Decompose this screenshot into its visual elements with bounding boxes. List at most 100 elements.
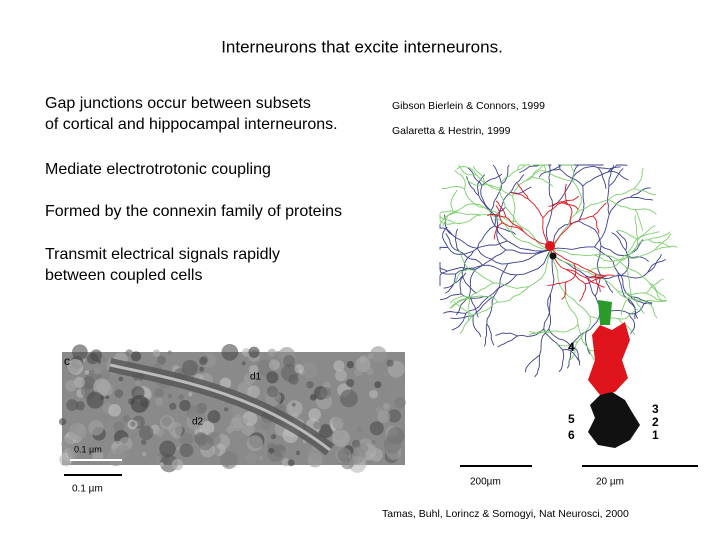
dendrite xyxy=(475,249,507,270)
texture xyxy=(346,378,355,388)
texture xyxy=(66,399,79,412)
texture xyxy=(195,414,206,424)
dendrite xyxy=(648,231,671,241)
dendrite xyxy=(439,224,453,236)
dendrite xyxy=(616,230,628,251)
texture xyxy=(283,355,295,368)
dendrite xyxy=(439,270,448,286)
dendrite xyxy=(578,220,602,247)
texture xyxy=(115,444,130,459)
dendrite xyxy=(582,171,609,187)
dendrite xyxy=(592,215,600,234)
dendrite xyxy=(645,292,667,301)
dendrite xyxy=(625,267,632,296)
texture xyxy=(247,385,261,399)
dendrite xyxy=(597,167,607,189)
dendrite xyxy=(617,290,644,302)
dendrite xyxy=(517,328,545,337)
texture xyxy=(130,395,149,413)
texture xyxy=(286,400,303,417)
dendrite xyxy=(525,354,540,373)
dendrite xyxy=(486,183,513,197)
dendrite xyxy=(608,196,631,215)
dendrite xyxy=(447,266,476,272)
texture xyxy=(154,388,165,399)
black-cell xyxy=(588,392,640,448)
dendrite xyxy=(507,240,551,252)
scale-label: 0.1 µm xyxy=(72,484,103,495)
dendrite xyxy=(484,323,488,347)
texture xyxy=(367,353,374,360)
texture xyxy=(270,434,277,440)
inset-scale-label: 0.1 µm xyxy=(74,444,102,454)
soma xyxy=(545,241,555,251)
dendrite xyxy=(570,215,593,226)
texture xyxy=(387,409,402,423)
dendrite xyxy=(497,335,518,348)
dendrite xyxy=(442,210,458,227)
texture xyxy=(92,450,104,462)
texture xyxy=(291,402,296,407)
dendrite xyxy=(594,246,619,273)
dendrite xyxy=(449,297,470,309)
dendrite xyxy=(573,262,596,275)
dendrite xyxy=(523,231,551,247)
dendrite xyxy=(450,296,472,308)
dendrite xyxy=(445,273,457,294)
texture xyxy=(386,359,394,367)
dendrite xyxy=(495,205,503,224)
dendrite xyxy=(608,168,624,187)
texture xyxy=(393,396,406,409)
dendrite xyxy=(643,300,658,319)
dendrite xyxy=(608,187,635,201)
texture xyxy=(189,404,198,413)
dendrite xyxy=(597,166,621,170)
texture xyxy=(61,437,74,450)
texture xyxy=(248,346,260,358)
texture xyxy=(88,420,104,436)
texture xyxy=(101,414,109,422)
dendrite xyxy=(468,268,495,284)
texture xyxy=(74,376,86,388)
texture xyxy=(241,422,255,436)
dendrite xyxy=(481,213,511,232)
dendrite xyxy=(528,249,551,288)
texture xyxy=(67,446,81,460)
dendrite xyxy=(450,315,474,319)
texture xyxy=(65,379,77,392)
dendrite xyxy=(607,164,628,173)
dendrite xyxy=(572,181,582,214)
texture xyxy=(259,418,272,431)
bullet-text: Transmit electrical signals rapidly xyxy=(45,246,280,263)
dendrite xyxy=(519,164,541,174)
dendrite xyxy=(472,296,495,317)
texture xyxy=(353,368,362,377)
texture xyxy=(155,428,165,437)
dendrite xyxy=(575,199,609,215)
dendrite xyxy=(457,248,470,270)
dendrite xyxy=(561,281,567,300)
dendrite xyxy=(467,167,483,186)
texture xyxy=(207,410,221,424)
dendrite xyxy=(542,202,562,219)
dendrite xyxy=(538,168,560,178)
dendrite xyxy=(561,202,579,211)
dendrite xyxy=(594,214,610,248)
dendrite xyxy=(654,233,672,250)
dendrite xyxy=(630,296,653,305)
dendrite xyxy=(621,271,649,279)
dendrite xyxy=(565,269,586,285)
dendrite xyxy=(533,164,547,172)
dendrite xyxy=(473,240,508,252)
texture xyxy=(356,426,363,433)
dendrite xyxy=(493,263,509,297)
membrane xyxy=(109,363,331,452)
bullet-text: between coupled cells xyxy=(45,267,202,284)
scale-label: 20 µm xyxy=(596,477,624,488)
dendrite xyxy=(494,225,516,235)
dendrite xyxy=(470,295,498,303)
dendrite xyxy=(507,249,551,265)
dendrite xyxy=(525,170,547,181)
texture xyxy=(386,384,391,389)
